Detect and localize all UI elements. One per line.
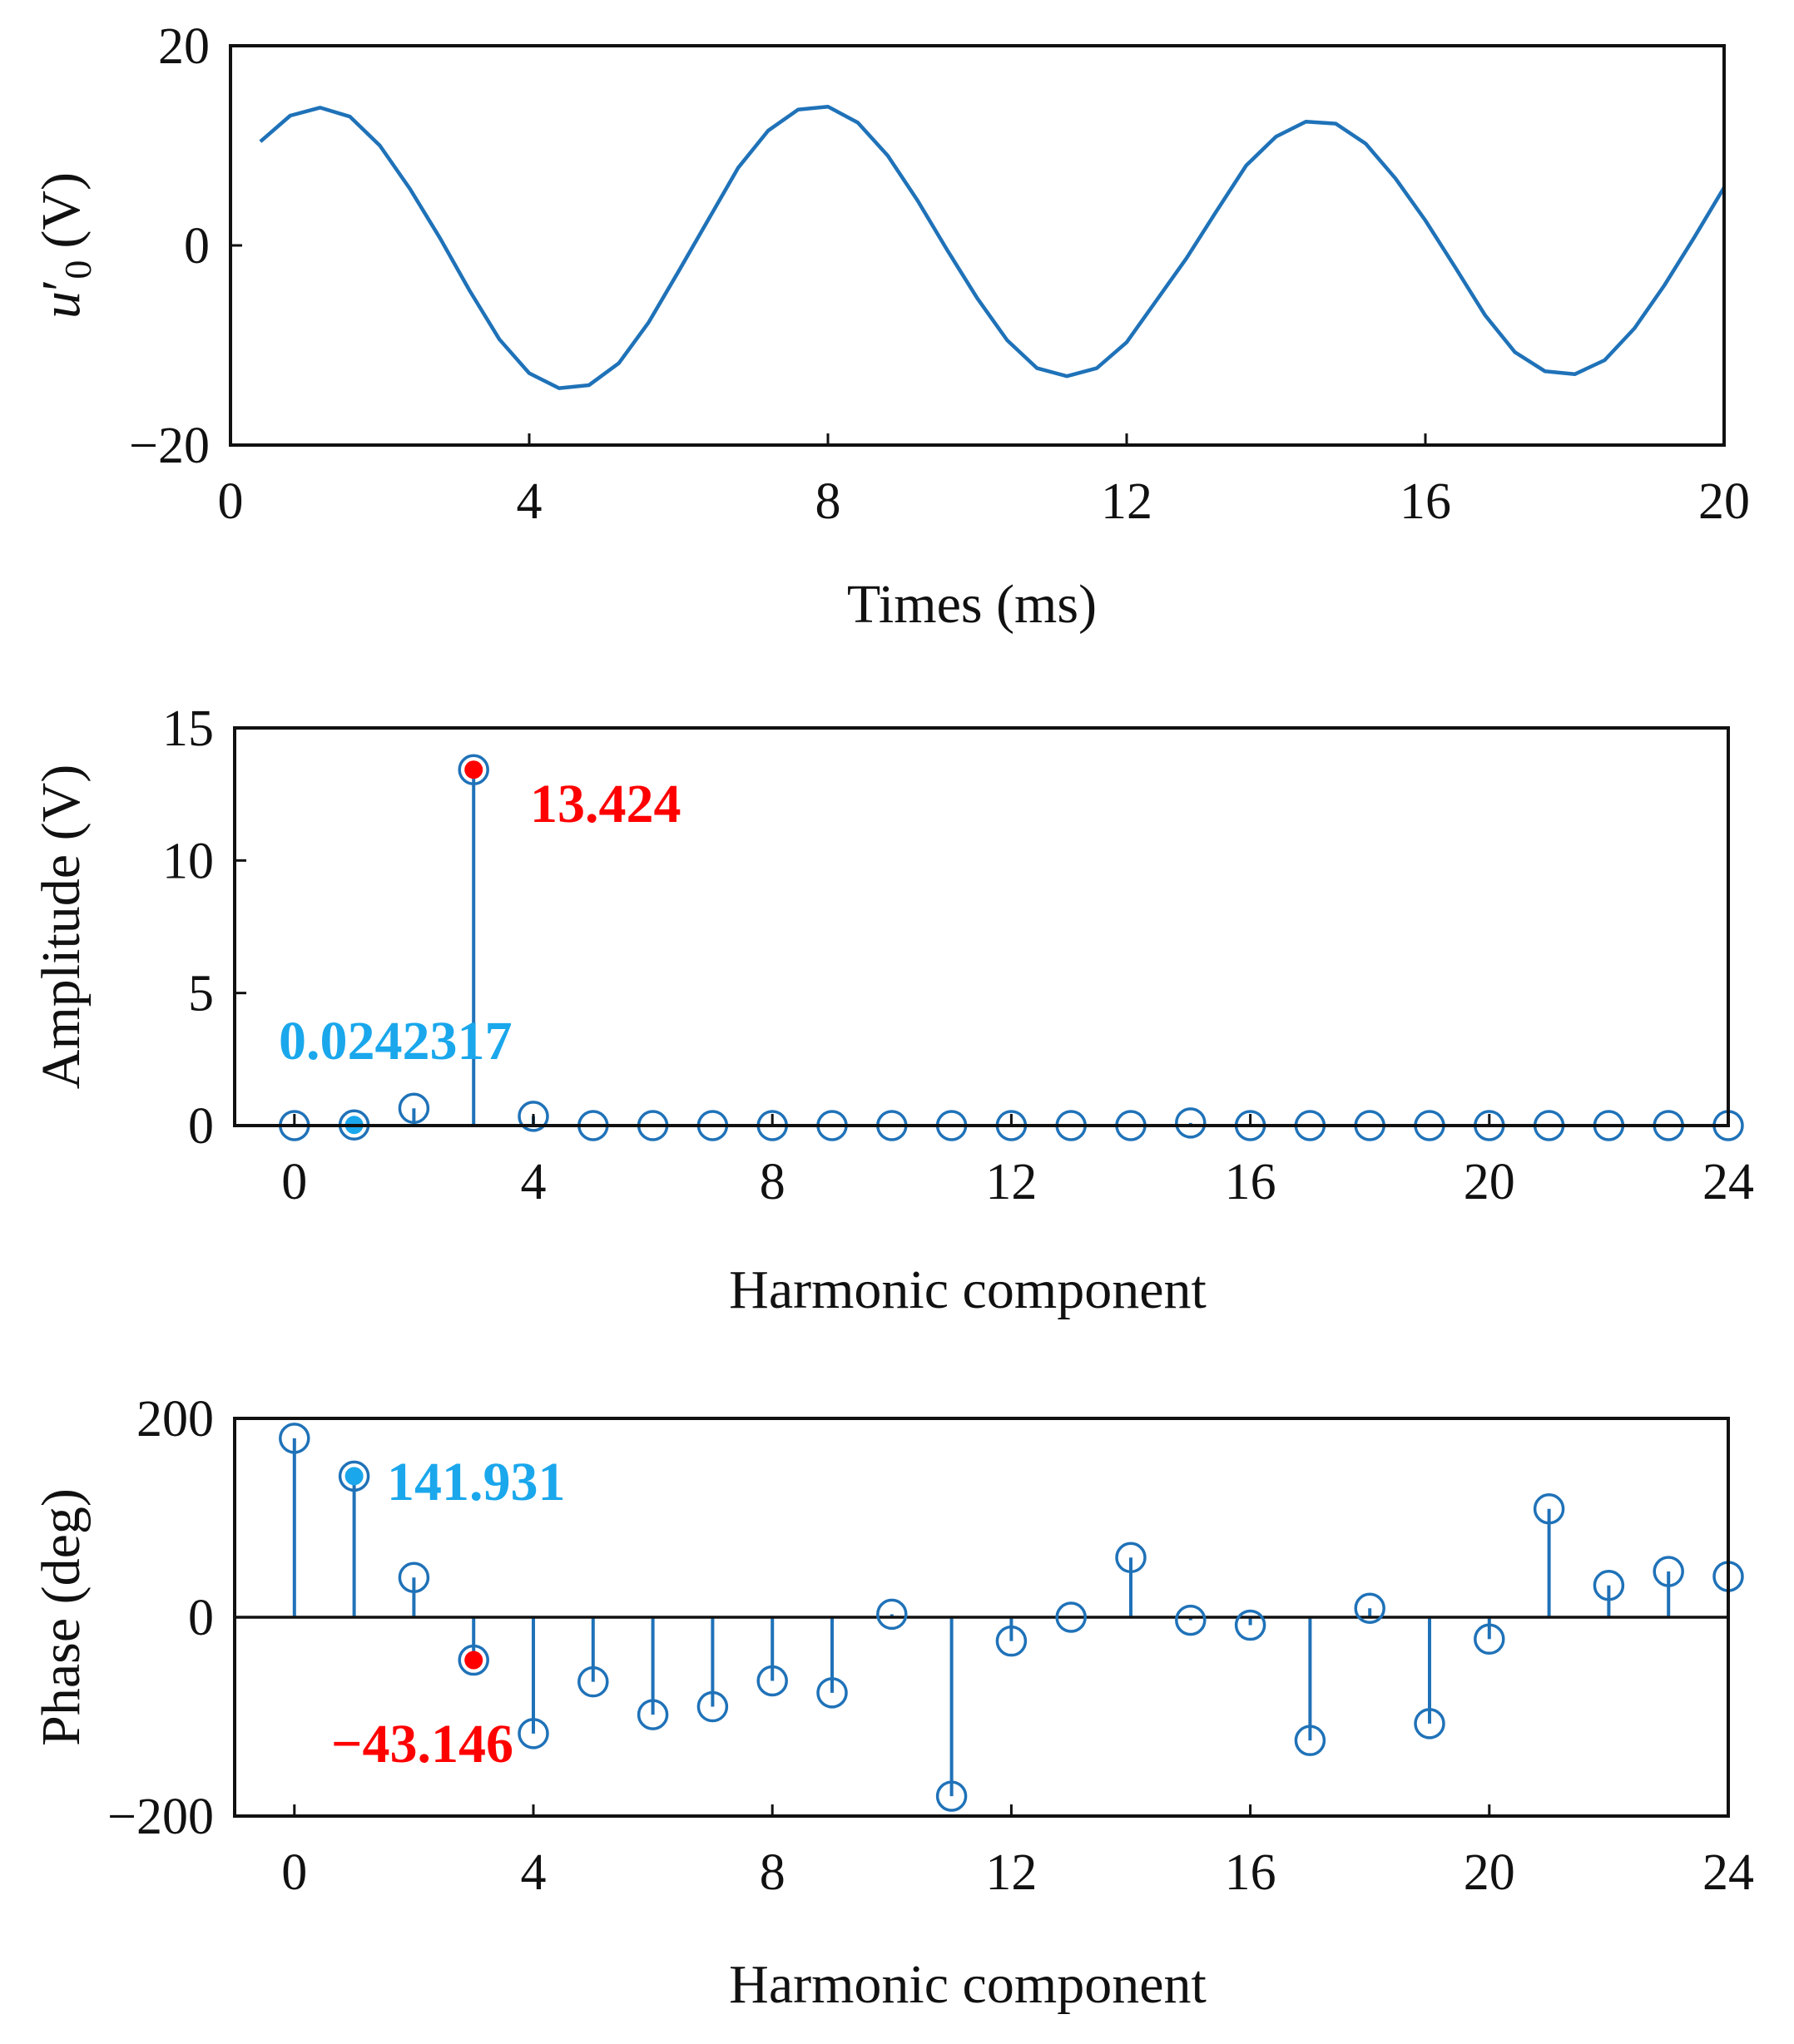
phase-marker — [816, 1677, 848, 1709]
waveform-ytick-label: 20 — [158, 18, 210, 75]
amplitude-xtick-label: 12 — [985, 1154, 1037, 1210]
phase-marker — [935, 1780, 968, 1812]
amplitude-xlabel: Harmonic component — [729, 1260, 1207, 1320]
amplitude-xtick-label: 16 — [1225, 1154, 1276, 1210]
phase-panel: 141.931 −43.146 0 4 8 12 16 20 24 −200 0 200 Harmo… — [31, 1391, 1754, 2015]
waveform-ylabel-sub: 0 — [57, 260, 99, 280]
amplitude-marker — [458, 754, 489, 785]
phase-marker — [1294, 1725, 1326, 1756]
phase-xtick-label: 8 — [760, 1844, 785, 1901]
amplitude-xtick-label: 8 — [760, 1154, 785, 1210]
amplitude-ticks: 0 4 8 12 16 20 24 0 5 10 15 — [162, 700, 1754, 1210]
phase-marker — [577, 1665, 609, 1698]
phase-marker — [1175, 1604, 1207, 1636]
phase-marker — [398, 1561, 430, 1593]
phase-marker — [637, 1699, 669, 1730]
phase-marks: 141.931 −43.146 — [235, 1423, 1744, 1812]
phase-xtick-label: 12 — [985, 1844, 1037, 1901]
phase-marker — [1474, 1623, 1505, 1655]
phase-xtick-label: 20 — [1464, 1844, 1515, 1901]
amplitude-annotation: 0.0242317 — [279, 1011, 513, 1071]
phase-marker — [458, 1644, 489, 1676]
waveform-ytick-label: 0 — [184, 218, 210, 275]
phase-marker — [1354, 1592, 1385, 1624]
phase-marker — [756, 1665, 788, 1697]
amplitude-marker — [398, 1092, 430, 1125]
waveform-xtick-label: 4 — [517, 473, 543, 530]
phase-marker — [518, 1718, 549, 1750]
waveform-ylabel-unit: (V) — [31, 172, 92, 249]
waveform-ylabel-var: u — [31, 291, 92, 319]
phase-annotation: 141.931 — [387, 1452, 566, 1512]
phase-marker — [696, 1690, 729, 1723]
waveform-marks — [259, 104, 1726, 390]
amplitude-ytick-label: 15 — [162, 700, 214, 757]
waveform-ylabel: u′0 (V) — [31, 172, 99, 319]
amplitude-ytick-label: 0 — [188, 1098, 214, 1155]
phase-xtick-label: 24 — [1702, 1844, 1754, 1901]
amplitude-highlight-dot — [464, 760, 483, 779]
amplitude-xtick-label: 20 — [1464, 1154, 1515, 1210]
phase-ytick-label: 200 — [136, 1391, 214, 1448]
phase-xtick-label: 4 — [521, 1844, 547, 1901]
amplitude-ytick-label: 5 — [188, 966, 214, 1022]
amplitude-xtick-label: 24 — [1702, 1154, 1754, 1210]
amplitude-ytick-label: 10 — [162, 833, 214, 889]
phase-marker — [1653, 1556, 1684, 1587]
phase-marker — [1115, 1542, 1147, 1574]
phase-marker — [995, 1625, 1028, 1657]
amplitude-plot-frame — [233, 726, 1730, 1127]
waveform-xtick-label: 16 — [1400, 473, 1451, 530]
phase-marker — [1414, 1708, 1445, 1740]
waveform-xtick-label: 8 — [815, 473, 841, 530]
phase-xlabel: Harmonic component — [729, 1954, 1207, 2015]
waveform-ytick-label: −20 — [129, 418, 210, 474]
amplitude-xtick-label: 4 — [521, 1154, 547, 1210]
amplitude-xtick-label: 0 — [281, 1154, 307, 1210]
phase-marker — [876, 1598, 908, 1631]
amplitude-marks: 0.0242317 13.424 — [235, 754, 1744, 1141]
phase-marker — [338, 1460, 370, 1492]
amplitude-marker — [518, 1101, 549, 1132]
waveform-xtick-label: 0 — [218, 473, 244, 530]
amplitude-marker — [1175, 1107, 1207, 1139]
amplitude-panel: 0.0242317 13.424 0 4 8 12 16 20 24 0 5 10 15 Harmon… — [31, 700, 1754, 1320]
phase-marker — [1055, 1601, 1087, 1633]
waveform-xtick-label: 12 — [1101, 473, 1152, 530]
waveform-xtick-label: 20 — [1698, 473, 1750, 530]
waveform-xlabel: Times (ms) — [847, 574, 1097, 635]
phase-marker — [1533, 1492, 1565, 1525]
phase-marker — [1234, 1609, 1266, 1641]
waveform-line — [259, 104, 1726, 390]
phase-annotation: −43.146 — [331, 1714, 513, 1774]
phase-xtick-label: 0 — [281, 1844, 307, 1901]
phase-ylabel: Phase (deg) — [31, 1488, 92, 1746]
phase-highlight-dot — [344, 1467, 364, 1486]
phase-ytick-label: −200 — [107, 1789, 214, 1845]
waveform-plot-frame — [229, 44, 1726, 447]
amplitude-annotation: 13.424 — [530, 774, 681, 834]
phase-xtick-label: 16 — [1225, 1844, 1276, 1901]
phase-highlight-dot — [464, 1651, 483, 1670]
phase-ytick-label: 0 — [188, 1590, 214, 1646]
amplitude-ylabel: Amplitude (V) — [31, 765, 92, 1089]
phase-marker — [1593, 1570, 1625, 1601]
phase-ticks: 0 4 8 12 16 20 24 −200 0 200 — [107, 1391, 1754, 1901]
waveform-ylabel-prime: ′ — [31, 280, 92, 291]
phase-marker — [279, 1423, 310, 1454]
